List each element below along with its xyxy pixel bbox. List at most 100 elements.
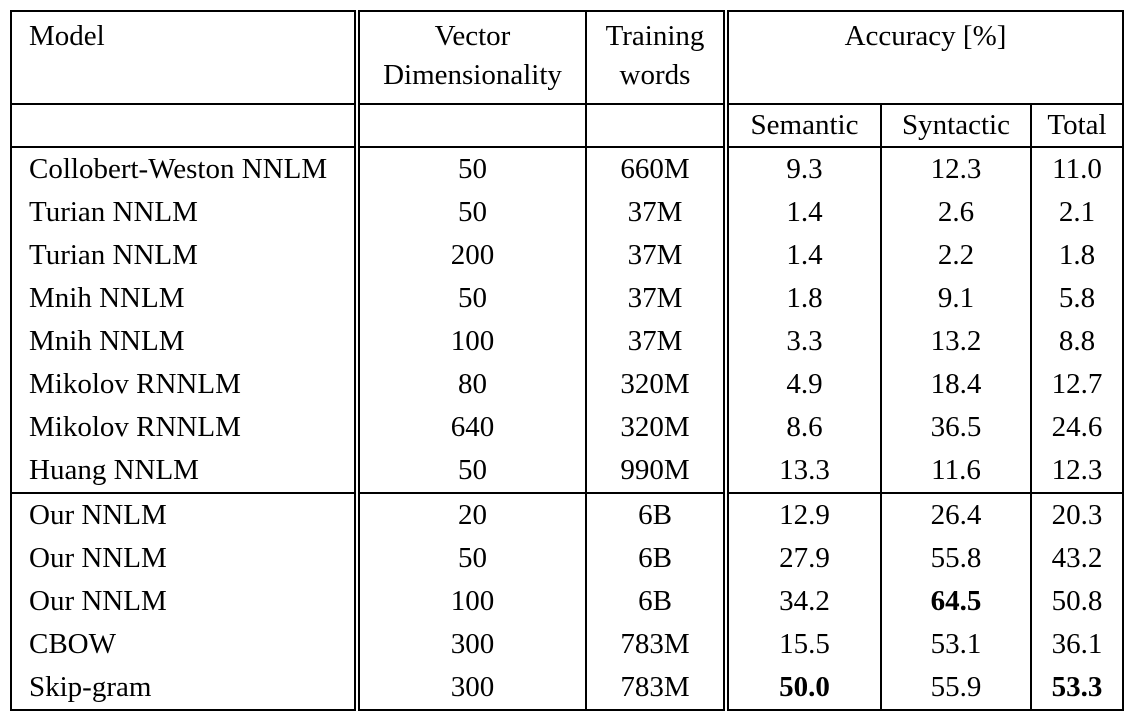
cell-semantic-accuracy: 1.8 (723, 277, 881, 320)
cell-vector-dimensionality: 50 (354, 449, 586, 493)
cell-model: Our NNLM (11, 492, 357, 537)
cell-training-words: 990M (585, 449, 726, 493)
cell-training-words: 37M (585, 234, 726, 277)
cell-training-words: 320M (585, 363, 726, 406)
empty-header-vector (354, 104, 586, 148)
cell-syntactic-accuracy: 13.2 (880, 320, 1031, 363)
cell-total-accuracy: 53.3 (1029, 666, 1124, 710)
cell-syntactic-accuracy: 11.6 (880, 449, 1031, 493)
cell-total-accuracy: 1.8 (1029, 234, 1124, 277)
cell-total-accuracy: 20.3 (1029, 492, 1124, 537)
table-row: Huang NNLM 50 990M 13.3 11.6 12.3 (11, 449, 1124, 493)
cell-syntactic-accuracy: 18.4 (880, 363, 1031, 406)
cell-semantic-accuracy: 15.5 (723, 623, 881, 666)
column-header-total: Total (1029, 104, 1124, 148)
cell-training-words: 783M (585, 623, 726, 666)
model-accuracy-table: Model Vector Dimensionality Training wor… (10, 10, 1125, 711)
cell-total-accuracy: 43.2 (1029, 537, 1124, 580)
cell-semantic-accuracy: 1.4 (723, 234, 881, 277)
cell-training-words: 320M (585, 406, 726, 449)
cell-semantic-accuracy: 8.6 (723, 406, 881, 449)
table-row: Mikolov RNNLM 640 320M 8.6 36.5 24.6 (11, 406, 1124, 449)
cell-semantic-accuracy: 4.9 (723, 363, 881, 406)
table-row: CBOW 300 783M 15.5 53.1 36.1 (11, 623, 1124, 666)
table-row: Turian NNLM 50 37M 1.4 2.6 2.1 (11, 191, 1124, 234)
cell-vector-dimensionality: 50 (354, 277, 586, 320)
table-row: Collobert-Weston NNLM 50 660M 9.3 12.3 11.0 (11, 147, 1124, 191)
cell-total-accuracy: 24.6 (1029, 406, 1124, 449)
cell-syntactic-accuracy: 55.8 (880, 537, 1031, 580)
table-row: Our NNLM 20 6B 12.9 26.4 20.3 (11, 492, 1124, 537)
cell-model: Huang NNLM (29, 454, 199, 486)
cell-model: Mikolov RNNLM (29, 368, 241, 400)
table-row: Our NNLM 100 6B 34.2 64.5 50.8 (11, 580, 1124, 623)
column-header-vector-dimensionality: Vector Dimensionality (354, 11, 586, 105)
cell-model: Mikolov RNNLM (29, 411, 241, 443)
cell-semantic-accuracy: 34.2 (723, 580, 881, 623)
cell-vector-dimensionality: 200 (354, 234, 586, 277)
cell-vector-dimensionality: 50 (354, 191, 586, 234)
cell-syntactic-accuracy: 53.1 (880, 623, 1031, 666)
table-row: Mnih NNLM 100 37M 3.3 13.2 8.8 (11, 320, 1124, 363)
cell-semantic-accuracy: 13.3 (723, 449, 881, 493)
cell-semantic-accuracy: 12.9 (723, 492, 881, 537)
cell-semantic-accuracy: 1.4 (723, 191, 881, 234)
column-header-accuracy-group: Accuracy [%] (722, 11, 1124, 105)
column-header-vector-line1: Vector (434, 20, 511, 52)
cell-vector-dimensionality: 640 (354, 406, 586, 449)
cell-syntactic-accuracy: 9.1 (880, 277, 1031, 320)
column-header-vector-line2: Dimensionality (383, 59, 562, 91)
cell-vector-dimensionality: 300 (354, 623, 586, 666)
table-header: Model Vector Dimensionality Training wor… (11, 11, 1124, 148)
cell-model: CBOW (29, 628, 116, 660)
cell-training-words: 37M (585, 191, 726, 234)
empty-header-training (585, 104, 726, 148)
header-row-top: Model Vector Dimensionality Training wor… (11, 11, 1124, 105)
cell-model: Turian NNLM (29, 239, 198, 271)
cell-training-words: 37M (585, 277, 726, 320)
cell-training-words: 37M (585, 320, 726, 363)
column-header-semantic: Semantic (723, 104, 881, 148)
cell-vector-dimensionality: 50 (354, 537, 586, 580)
empty-header-model (11, 104, 357, 148)
column-header-training-words: Training words (585, 11, 726, 105)
cell-training-words: 6B (585, 492, 726, 537)
cell-syntactic-accuracy: 36.5 (880, 406, 1031, 449)
cell-total-accuracy: 50.8 (1029, 580, 1124, 623)
cell-total-accuracy: 8.8 (1029, 320, 1124, 363)
cell-syntactic-accuracy: 26.4 (880, 492, 1031, 537)
header-row-sub: Semantic Syntactic Total (11, 104, 1124, 148)
cell-total-accuracy: 11.0 (1029, 147, 1124, 191)
cell-vector-dimensionality: 100 (354, 320, 586, 363)
cell-semantic-accuracy: 3.3 (723, 320, 881, 363)
cell-syntactic-accuracy: 2.2 (880, 234, 1031, 277)
cell-model: Our NNLM (29, 585, 167, 617)
cell-semantic-accuracy: 9.3 (723, 147, 881, 191)
cell-vector-dimensionality: 80 (354, 363, 586, 406)
cell-total-accuracy: 5.8 (1029, 277, 1124, 320)
cell-total-accuracy: 36.1 (1029, 623, 1124, 666)
cell-model: Turian NNLM (29, 196, 198, 228)
cell-vector-dimensionality: 100 (354, 580, 586, 623)
cell-training-words: 6B (585, 537, 726, 580)
table-row: Our NNLM 50 6B 27.9 55.8 43.2 (11, 537, 1124, 580)
table-row: Mikolov RNNLM 80 320M 4.9 18.4 12.7 (11, 363, 1124, 406)
cell-semantic-accuracy: 27.9 (723, 537, 881, 580)
column-header-training-line1: Training (605, 20, 705, 52)
cell-syntactic-accuracy: 12.3 (880, 147, 1031, 191)
cell-training-words: 6B (585, 580, 726, 623)
cell-total-accuracy: 12.3 (1029, 449, 1124, 493)
table-row: Mnih NNLM 50 37M 1.8 9.1 5.8 (11, 277, 1124, 320)
column-header-training-line2: words (619, 59, 691, 91)
cell-training-words: 660M (585, 147, 726, 191)
table-body-baseline-models: Collobert-Weston NNLM 50 660M 9.3 12.3 11.0 Tu… (11, 147, 1124, 493)
table-row: Skip-gram 300 783M 50.0 55.9 53.3 (11, 666, 1124, 710)
cell-model: Mnih NNLM (29, 282, 185, 314)
column-header-model: Model (11, 11, 357, 105)
cell-model: Collobert-Weston NNLM (29, 153, 328, 185)
cell-semantic-accuracy: 50.0 (723, 666, 881, 710)
cell-syntactic-accuracy: 64.5 (880, 580, 1031, 623)
cell-training-words: 783M (585, 666, 726, 710)
cell-total-accuracy: 12.7 (1029, 363, 1124, 406)
